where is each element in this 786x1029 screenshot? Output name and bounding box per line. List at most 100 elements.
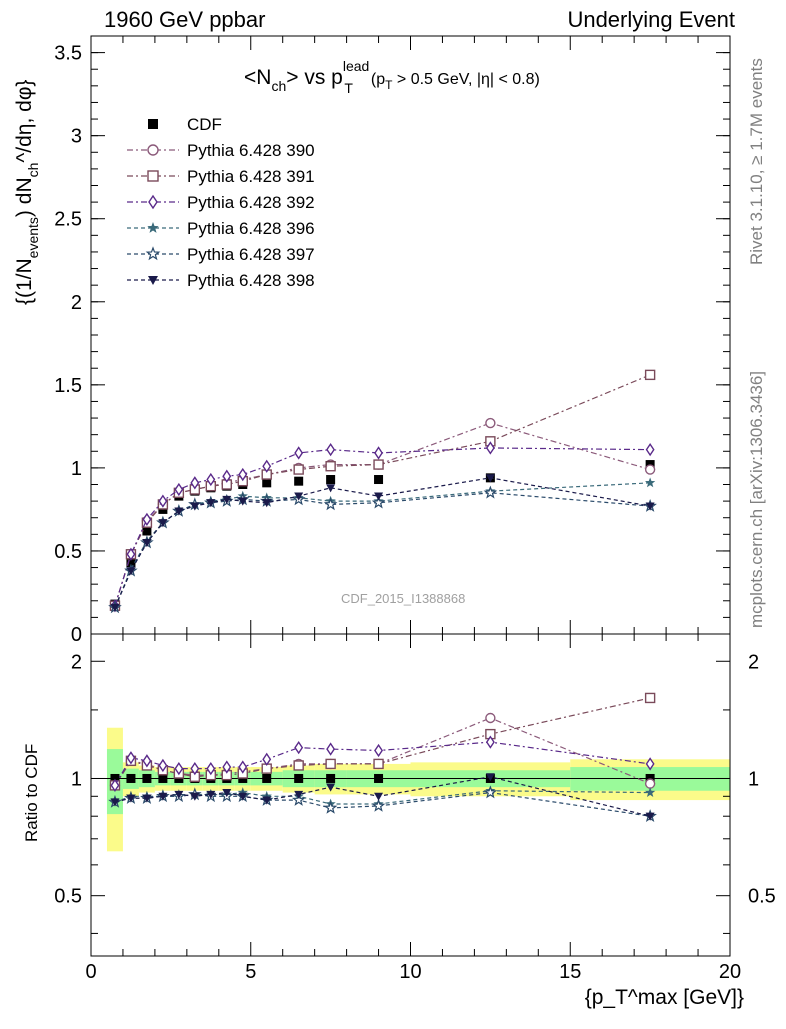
legend-entry-1: Pythia 6.428 390 [127,141,315,160]
main-point-3-12 [374,446,383,460]
main-point-0-1 [126,558,136,568]
ratio-point-3-10 [294,740,304,755]
ratio-point-5-13 [483,785,498,799]
main-point-3-14 [645,442,655,457]
ratio-point-3-3 [158,758,168,773]
ratio-point-0-11 [326,773,336,783]
mcplots-side-label: mcplots.cern.ch [arXiv:1306.3436] [747,370,766,628]
ratio-point-2-14 [644,692,656,704]
main-series-group [108,369,657,614]
header-right: Underlying Event [567,7,735,32]
main-point-3-7 [222,469,232,483]
ratio-point-0-3 [158,773,168,783]
legend-label-1: Pythia 6.428 390 [187,141,315,160]
main-series-1 [109,417,656,611]
main-point-1-13 [485,417,496,429]
ratio-series-group [108,692,657,822]
plot-title: <Nch> vs plead T (pT > 0.5 GeV, |η| < 0.8) [244,58,540,96]
main-point-6-0 [110,603,120,612]
header-left: 1960 GeV ppbar [104,7,266,32]
main-point-0-12 [374,475,384,485]
legend-marker-2 [147,170,159,182]
legend-marker-0 [148,119,158,129]
main-series-line-6 [114,477,651,608]
xtick-label-0: 0 [85,961,96,983]
analysis-watermark: CDF_2015_I1388868 [341,591,466,606]
ratio-point-6-6 [206,790,216,799]
main-point-4-14 [644,477,656,488]
ratio-point-3-0 [110,778,120,793]
main-point-6-9 [262,499,272,508]
main-point-0-2 [142,526,152,536]
ratio-point-3-2 [142,754,152,768]
legend-label-0: CDF [187,115,222,134]
main-point-3-2 [142,512,152,527]
ratio-point-0-12 [374,773,384,783]
main-point-6-8 [238,497,248,506]
main-ytick-label-1: 0.5 [54,541,82,563]
main-point-0-11 [326,475,336,485]
main-ytick-label-6: 3 [71,126,82,148]
ratio-y-tick-labels: 0.5 0.5 1 1 2 2 [54,651,776,907]
main-ytick-label-7: 3.5 [54,43,82,65]
main-point-3-3 [158,494,168,508]
main-point-3-4 [174,482,184,497]
main-point-6-12 [374,492,384,501]
legend-label-5: Pythia 6.428 397 [187,245,315,264]
ratio-point-6-11 [326,783,336,792]
ratio-point-0-2 [142,773,152,783]
main-point-6-4 [174,507,184,516]
ratio-ytick-label-right-0: 0.5 [748,886,776,908]
legend-entry-3: Pythia 6.428 392 [127,193,315,212]
ratio-point-6-7 [222,788,232,798]
legend-marker-3 [148,194,158,210]
legend-label-6: Pythia 6.428 398 [187,271,315,290]
main-point-0-9 [262,478,272,488]
legend-label-3: Pythia 6.428 392 [187,193,315,212]
main-ytick-label-3: 1.5 [54,375,82,397]
ratio-point-6-2 [142,794,152,803]
ratio-point-3-11 [326,742,336,756]
legend-marker-4 [147,222,159,233]
ratio-point-3-9 [262,752,272,766]
ratio-point-6-1 [126,794,136,803]
main-point-3-9 [262,459,272,473]
main-series-line-4 [114,482,651,608]
ratio-ytick-label-left-2: 2 [71,651,82,673]
main-point-3-6 [206,472,216,487]
main-point-6-7 [222,495,232,504]
ratio-point-3-4 [174,761,184,776]
ratio-ytick-label-left-1: 1 [71,768,82,790]
ratio-point-0-1 [126,773,136,783]
main-series-line-1 [114,422,651,606]
legend-entry-2: Pythia 6.428 391 [127,167,315,186]
main-series-line-3 [114,447,651,606]
ratio-point-3-5 [190,761,200,776]
ratio-point-6-12 [374,792,384,801]
ratio-point-3-12 [374,743,383,758]
ratio-point-4-14 [644,787,656,797]
legend-entry-6: Pythia 6.428 398 [127,271,315,290]
ratio-point-6-4 [174,790,184,799]
legend-marker-1 [147,144,159,156]
main-point-5-13 [483,485,498,499]
ratio-point-6-14 [645,812,655,821]
ratio-point-1-14 [644,778,656,789]
main-y-axis-label: {(1/Nevents) dNch^/dη, dφ} [13,80,41,305]
ratio-point-3-13 [485,735,495,749]
ratio-point-6-3 [158,792,168,801]
ratio-point-6-8 [238,792,248,801]
main-point-3-11 [326,442,336,457]
ratio-point-2-11 [325,758,336,770]
main-point-2-12 [373,459,384,470]
main-point-6-2 [142,539,152,548]
ratio-point-0-0 [110,773,120,783]
ratio-point-5-10 [291,792,306,806]
legend-entry-4: Pythia 6.428 396 [127,219,315,238]
ratio-point-3-6 [206,761,216,776]
legend-marker-6 [148,276,158,285]
main-ytick-label-0: 0 [71,624,82,646]
main-ytick-label-2: 1 [71,458,82,480]
